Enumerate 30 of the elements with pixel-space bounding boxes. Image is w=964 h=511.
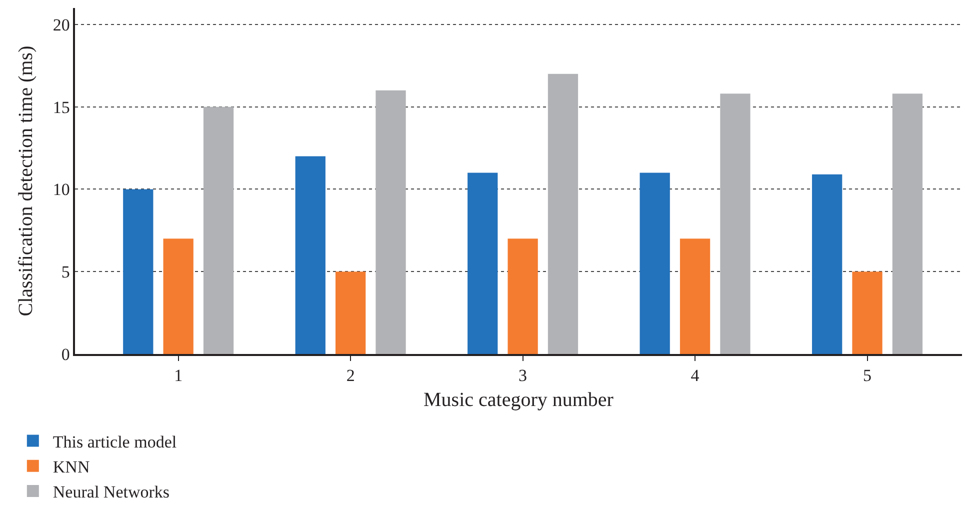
bar xyxy=(468,172,498,354)
bar xyxy=(548,74,578,354)
y-tick-label: 15 xyxy=(52,98,70,117)
bar xyxy=(640,172,670,354)
y-tick-label: 10 xyxy=(52,180,70,200)
legend-label: This article model xyxy=(52,432,177,452)
y-axis-title: Classification detection time (ms) xyxy=(14,46,37,316)
bar xyxy=(295,156,326,354)
bar xyxy=(376,90,406,354)
bar xyxy=(508,238,538,354)
legend-label: Neural Networks xyxy=(52,482,170,502)
x-tick-label: 3 xyxy=(518,366,528,386)
bar xyxy=(123,189,154,354)
bar xyxy=(892,94,923,354)
x-axis-title: Music category number xyxy=(424,389,614,412)
bar xyxy=(812,174,842,354)
bar xyxy=(163,238,194,354)
x-tick-label: 4 xyxy=(690,366,700,386)
bar xyxy=(203,106,234,354)
y-tick-label: 5 xyxy=(61,262,70,282)
bar xyxy=(852,272,882,354)
bar xyxy=(680,238,710,354)
x-tick-label: 2 xyxy=(346,366,355,386)
y-tick-label: 0 xyxy=(61,344,70,364)
x-tick-label: 5 xyxy=(863,366,872,386)
bar xyxy=(336,272,366,354)
legend-label: KNN xyxy=(52,457,90,476)
x-tick-label: 1 xyxy=(174,366,183,386)
y-tick-label: 20 xyxy=(52,15,70,34)
bar xyxy=(720,94,750,354)
